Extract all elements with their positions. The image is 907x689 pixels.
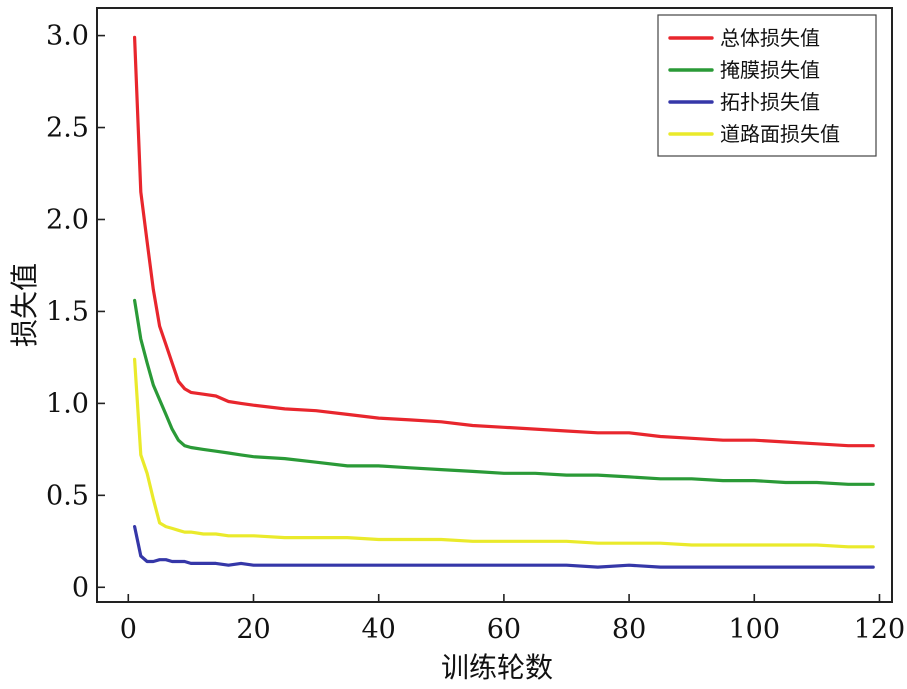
series-line-1 bbox=[133, 298, 875, 486]
y-axis: 0 0.5 1.0 1.5 2.0 2.5 3.0 bbox=[46, 21, 105, 603]
x-axis: 0 20 40 60 80 100 120 bbox=[120, 594, 906, 645]
y-tick-label: 2.0 bbox=[46, 204, 89, 235]
y-tick-label: 3.0 bbox=[46, 21, 89, 52]
y-axis-label: 损失值 bbox=[8, 263, 41, 347]
y-tick-label: 1.5 bbox=[46, 296, 89, 327]
x-tick-label: 120 bbox=[854, 614, 906, 645]
x-tick-label: 0 bbox=[120, 614, 137, 645]
y-tick-label: 0.5 bbox=[46, 480, 89, 511]
legend-label: 掩膜损失值 bbox=[720, 58, 820, 82]
x-tick-label: 60 bbox=[487, 614, 521, 645]
series-line-3 bbox=[133, 357, 875, 549]
legend-label: 拓扑损失值 bbox=[720, 90, 820, 114]
x-axis-label: 训练轮数 bbox=[441, 651, 553, 684]
series-line-0 bbox=[133, 35, 875, 448]
legend-label: 道路面损失值 bbox=[720, 122, 840, 146]
y-tick-label: 1.0 bbox=[46, 388, 89, 419]
x-tick-label: 80 bbox=[612, 614, 646, 645]
series-line-2 bbox=[133, 524, 875, 569]
y-tick-label: 0 bbox=[72, 572, 89, 603]
plot-frame bbox=[96, 7, 893, 603]
x-tick-label: 40 bbox=[362, 614, 396, 645]
legend-label: 总体损失值 bbox=[720, 26, 820, 50]
y-tick-label: 2.5 bbox=[46, 113, 89, 144]
x-tick-label: 20 bbox=[236, 614, 270, 645]
series-lines bbox=[133, 35, 875, 569]
x-tick-label: 100 bbox=[729, 614, 781, 645]
